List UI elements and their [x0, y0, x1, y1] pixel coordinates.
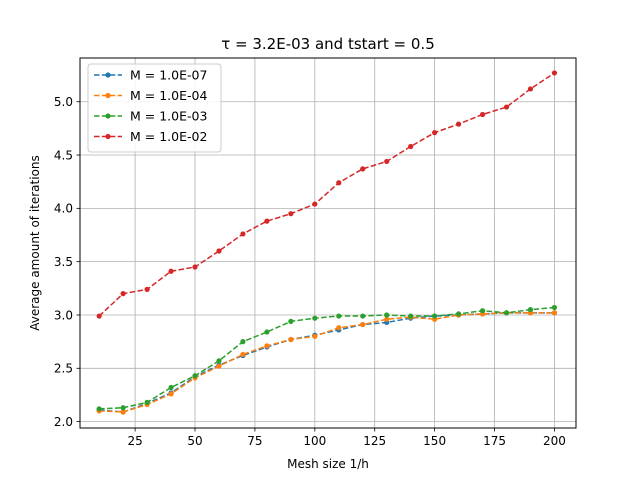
x-axis-ticks: 25 50 75 100 125 150 175 200: [127, 428, 566, 448]
data-point: [144, 399, 150, 406]
legend-label: M = 1.0E-03: [130, 109, 207, 124]
legend-label: M = 1.0E-04: [130, 88, 207, 103]
data-point: [551, 304, 558, 311]
legend: M = 1.0E-07 M = 1.0E-04 M = 1.0E-03 M = 1.0…: [87, 63, 222, 153]
legend-marker: [105, 72, 111, 78]
data-point: [551, 310, 558, 316]
x-tick-label: 175: [483, 434, 506, 448]
data-point: [216, 363, 222, 369]
data-point: [408, 313, 414, 319]
data-point: [240, 351, 246, 358]
data-point: [527, 307, 534, 313]
data-point: [360, 166, 366, 172]
y-tick-label: 4.5: [54, 148, 73, 162]
data-point: [360, 321, 366, 328]
data-point: [120, 405, 126, 411]
data-point: [312, 333, 318, 339]
series-line: [98, 72, 555, 317]
data-point: [288, 336, 294, 343]
data-point: [144, 286, 150, 292]
x-axis-label: Mesh size 1/h: [287, 457, 369, 471]
data-point: [96, 313, 102, 319]
legend-item: M = 1.0E-04: [94, 88, 207, 103]
grid-lines: [80, 58, 576, 428]
data-point: [455, 311, 462, 317]
data-point: [336, 325, 342, 331]
data-point: [168, 384, 174, 391]
legend-box: [87, 63, 222, 153]
data-point: [551, 70, 558, 76]
data-point: [120, 409, 126, 415]
data-point: [312, 315, 318, 321]
y-axis-label: Average amount of iterations: [28, 155, 42, 331]
data-point: [168, 268, 174, 274]
data-point: [360, 313, 366, 319]
series-line: [99, 306, 555, 410]
legend-label: M = 1.0E-02: [130, 129, 207, 144]
data-point: [336, 180, 342, 186]
y-tick-label: 5.0: [54, 95, 73, 109]
y-axis-ticks: 2.0 2.5 3.0 3.5 4.0 4.5 5.0: [54, 95, 80, 429]
data-point: [479, 308, 486, 314]
data-point: [336, 313, 342, 319]
data-point: [408, 143, 414, 150]
data-point: [264, 343, 270, 349]
series-line: [99, 312, 555, 413]
data-point: [192, 264, 198, 270]
data-point: [240, 231, 246, 237]
data-point: [96, 406, 102, 412]
legend-item: M = 1.0E-03: [94, 109, 207, 124]
data-point: [384, 312, 390, 318]
series-layer: [96, 70, 558, 415]
data-point: [264, 329, 270, 335]
y-tick-label: 3.0: [54, 308, 73, 322]
data-point: [216, 248, 222, 254]
data-point: [264, 218, 270, 224]
data-point: [288, 318, 294, 324]
data-point: [503, 104, 510, 110]
data-point: [288, 211, 294, 217]
data-point: [479, 111, 486, 118]
legend-marker: [105, 113, 111, 119]
x-tick-label: 200: [543, 434, 566, 448]
data-point: [168, 391, 174, 397]
data-point: [312, 201, 318, 207]
chart-title: τ = 3.2E-03 and tstart = 0.5: [221, 35, 435, 53]
x-tick-label: 150: [423, 434, 446, 448]
x-tick-label: 25: [127, 434, 142, 448]
data-point: [384, 316, 390, 322]
x-tick-label: 100: [303, 434, 326, 448]
y-tick-label: 2.5: [54, 362, 73, 376]
x-tick-label: 125: [363, 434, 386, 448]
data-point: [432, 130, 438, 136]
data-point: [192, 373, 198, 379]
series-3: [96, 304, 558, 412]
data-point: [527, 86, 534, 92]
data-point: [432, 313, 438, 319]
legend-label: M = 1.0E-07: [130, 68, 207, 83]
plot-frame: [79, 57, 577, 429]
y-tick-label: 3.5: [54, 255, 73, 269]
legend-item: M = 1.0E-02: [94, 129, 207, 144]
data-point: [120, 291, 126, 297]
legend-marker: [105, 92, 111, 99]
legend-marker: [105, 133, 111, 140]
legend-item: M = 1.0E-07: [94, 68, 207, 83]
data-point: [216, 358, 222, 364]
y-tick-label: 4.0: [54, 202, 73, 216]
x-tick-label: 75: [247, 434, 262, 448]
y-tick-label: 2.0: [54, 415, 73, 429]
series-4: [96, 70, 558, 319]
data-point: [240, 339, 246, 345]
data-point: [384, 158, 390, 165]
x-tick-label: 50: [187, 434, 202, 448]
data-point: [503, 310, 510, 316]
data-point: [455, 121, 462, 127]
